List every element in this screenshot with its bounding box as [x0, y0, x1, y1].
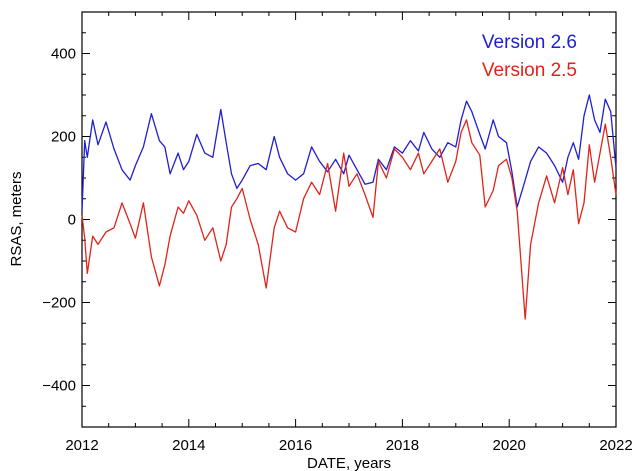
x-axis-title: DATE, years — [307, 455, 391, 471]
x-tick-label: 2012 — [65, 437, 98, 454]
y-tick-label: −400 — [42, 378, 76, 395]
legend-label-version-2-5: Version 2.5 — [482, 60, 577, 81]
y-tick-label: 0 — [68, 212, 76, 229]
legend-label-version-2-6: Version 2.6 — [482, 32, 577, 53]
series-layer — [81, 94, 617, 320]
series-line-version-2-5 — [81, 119, 617, 320]
series-line-version-2-6 — [81, 94, 617, 212]
x-tick-label: 2018 — [386, 437, 419, 454]
axis-ticks — [81, 11, 617, 428]
y-tick-label: −200 — [42, 295, 76, 312]
y-axis-title: RSAS, meters — [8, 171, 25, 266]
x-tick-label: 2014 — [172, 437, 205, 454]
y-tick-label: 200 — [51, 129, 76, 146]
x-tick-label: 2016 — [279, 437, 312, 454]
axis-tick-labels: −400 −200 0 200 400 2012 2014 2016 2018 2020 2022 — [42, 46, 632, 455]
x-tick-label: 2022 — [599, 437, 632, 454]
x-tick-label: 2020 — [493, 437, 526, 454]
y-tick-label: 400 — [51, 46, 76, 63]
